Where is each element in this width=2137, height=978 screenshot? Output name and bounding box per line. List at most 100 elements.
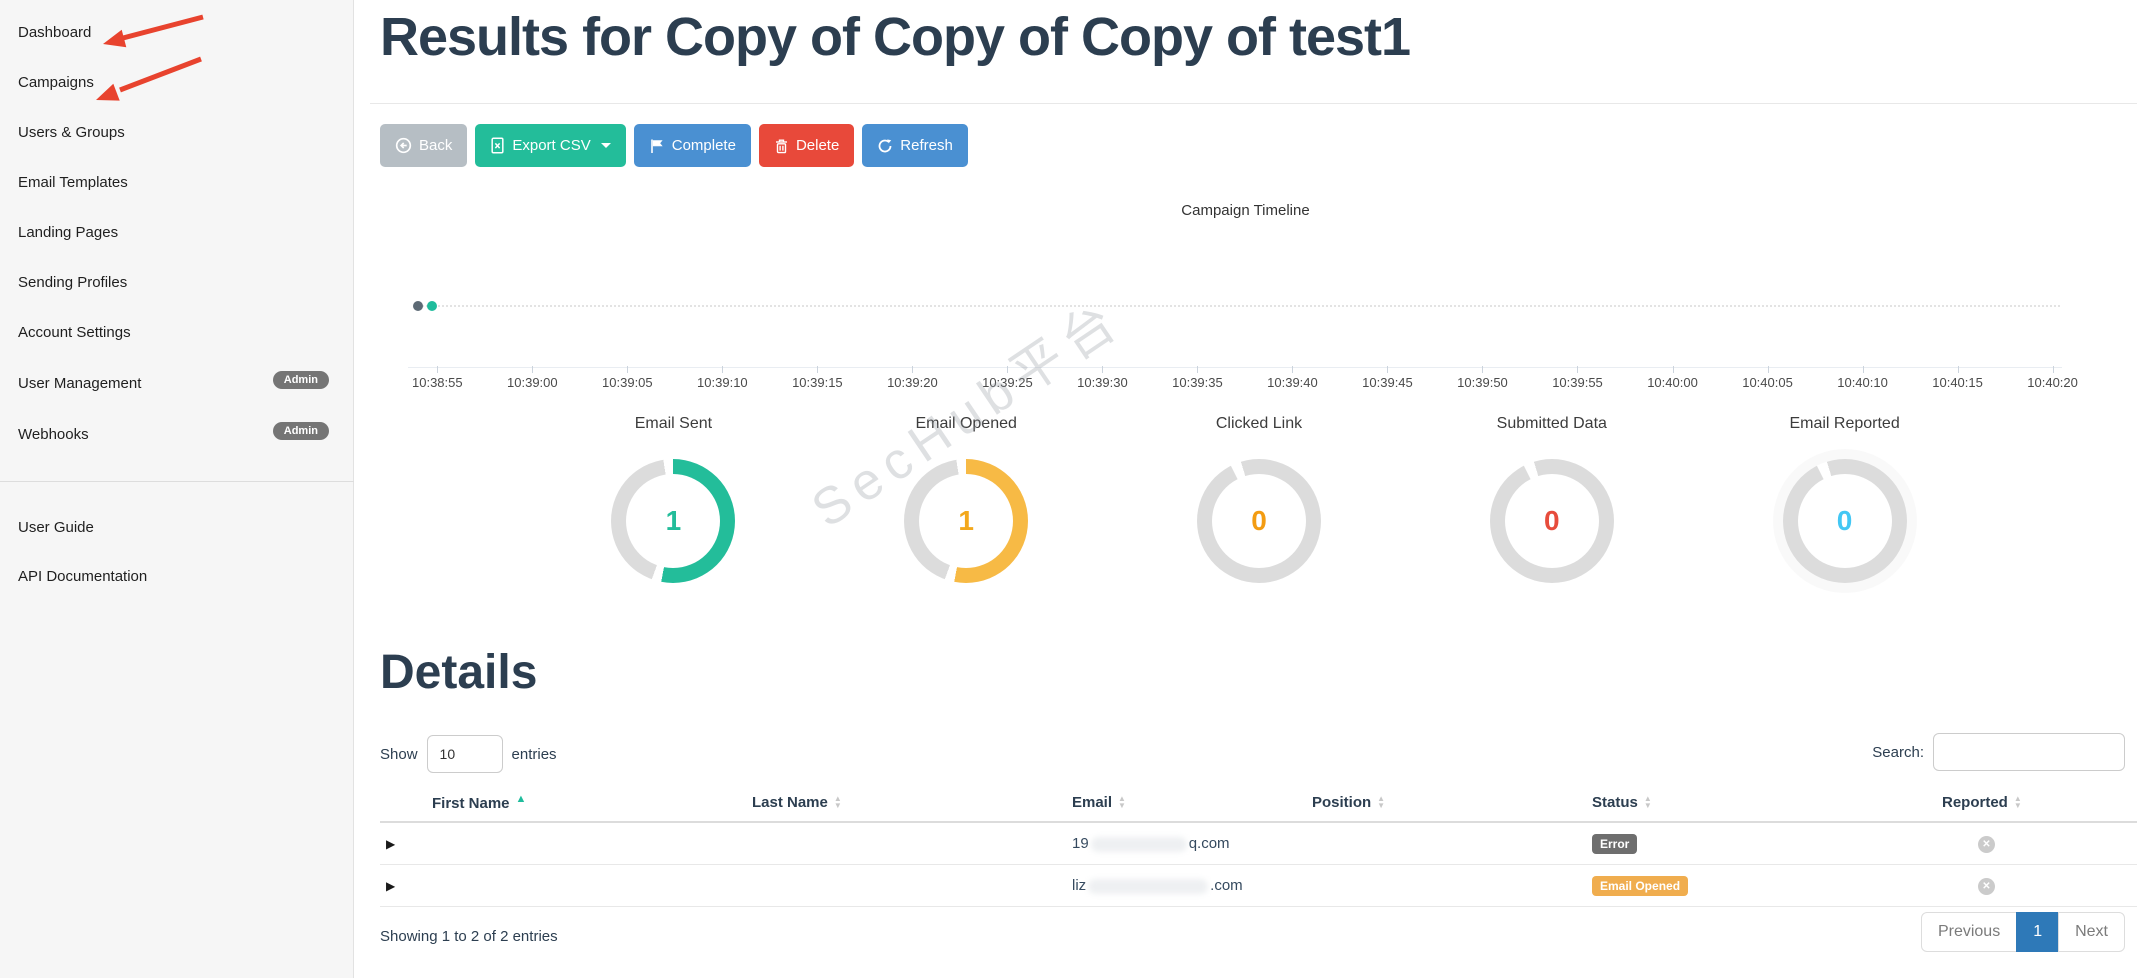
sidebar-item-user-management[interactable]: User Management [18, 375, 142, 392]
stat-submitted-data: Submitted Data 0 [1405, 415, 1698, 583]
axis-tick-label: 10:39:25 [982, 366, 1033, 390]
previous-page-button[interactable]: Previous [1920, 912, 2018, 952]
stat-clicked-link: Clicked Link 0 [1113, 415, 1406, 583]
column-header-status[interactable]: Status ▲ ▼ [1592, 793, 1652, 811]
column-header-position[interactable]: Position ▲ ▼ [1312, 793, 1386, 811]
sidebar: Dashboard Campaigns Users & Groups Email… [0, 0, 354, 978]
next-page-button[interactable]: Next [2058, 912, 2125, 952]
column-header-reported[interactable]: Reported ▲ ▼ [1942, 793, 2022, 811]
sidebar-item-account-settings[interactable]: Account Settings [18, 324, 131, 341]
sidebar-item-email-templates[interactable]: Email Templates [18, 174, 128, 191]
sort-icon: ▲ ▼ [1643, 793, 1652, 810]
status-cell: Error [1580, 833, 1930, 854]
sidebar-item-campaigns[interactable]: Campaigns [18, 74, 94, 91]
search-label: Search: [1872, 743, 1924, 761]
page-1-button[interactable]: 1 [2016, 912, 2060, 952]
axis-tick-label: 10:40:10 [1837, 366, 1888, 390]
table-search: Search: [1872, 733, 2125, 771]
main-content: Results for Copy of Copy of Copy of test… [354, 0, 2137, 978]
status-badge: Error [1592, 833, 1638, 854]
page-length-input[interactable] [426, 735, 503, 773]
toolbar: Back Export CSV Complete [380, 124, 968, 167]
email-reported-donut: 0 [1782, 459, 1907, 583]
redacted-email-segment [1090, 836, 1187, 852]
details-heading: Details [380, 646, 538, 699]
column-header-first-name[interactable]: First Name ▲ [432, 792, 527, 812]
status-cell: Email Opened [1580, 875, 1930, 896]
sidebar-item-user-guide[interactable]: User Guide [18, 519, 94, 536]
delete-button[interactable]: Delete [758, 124, 855, 167]
sidebar-item-api-documentation[interactable]: API Documentation [18, 568, 148, 585]
column-header-last-name[interactable]: Last Name ▲ ▼ [752, 793, 842, 811]
axis-tick-label: 10:39:55 [1552, 366, 1603, 390]
refresh-icon [877, 138, 893, 154]
sort-icon: ▲ ▼ [1118, 793, 1126, 810]
axis-tick-label: 10:40:20 [2027, 366, 2078, 390]
stat-email-opened: Email Opened 1 [820, 415, 1113, 583]
caret-down-icon [600, 143, 611, 148]
table-header-row: First Name ▲ Last Name ▲ ▼ Email ▲ ▼ Position… [380, 783, 2137, 823]
not-reported-icon: ✕ [1978, 836, 1995, 853]
email-cell: liz .com [1072, 877, 1243, 894]
campaign-timeline-chart: Campaign Timeline 10:38:55 10:39:00 10:3… [354, 190, 2137, 405]
pagination: Previous 1 Next [1920, 912, 2125, 952]
sidebar-item-webhooks[interactable]: Webhooks [18, 426, 89, 443]
annotation-red-arrows [96, 14, 204, 101]
redacted-email-segment [1088, 878, 1209, 894]
column-header-email[interactable]: Email ▲ ▼ [1072, 793, 1126, 811]
axis-tick-label: 10:38:55 [412, 366, 463, 390]
show-label: Show [380, 745, 418, 763]
stat-label: Clicked Link [1215, 415, 1303, 432]
export-csv-button[interactable]: Export CSV [475, 124, 626, 167]
sidebar-divider [0, 481, 354, 482]
sort-asc-icon: ▲ [515, 792, 527, 805]
timeline-event-dot-email-sent[interactable] [427, 301, 437, 311]
axis-tick-label: 10:39:20 [887, 366, 938, 390]
axis-tick-label: 10:39:40 [1267, 366, 1318, 390]
expand-row-icon[interactable]: ▶ [386, 837, 396, 851]
axis-tick-label: 10:39:10 [697, 366, 748, 390]
email-cell: 19 q.com [1072, 835, 1230, 852]
expand-row-icon[interactable]: ▶ [386, 879, 396, 893]
sidebar-item-dashboard[interactable]: Dashboard [18, 24, 92, 41]
axis-tick-label: 10:39:05 [602, 366, 653, 390]
admin-badge: Admin [272, 371, 329, 389]
stat-label: Submitted Data [1496, 415, 1607, 432]
search-input[interactable] [1933, 733, 2125, 771]
axis-tick-label: 10:40:00 [1647, 366, 1698, 390]
file-excel-icon [490, 137, 505, 154]
title-divider [370, 103, 2137, 104]
campaign-stats: Email Sent 1 Email Opened 1 Clicked Link… [527, 415, 1991, 583]
email-sent-donut: 1 [611, 459, 736, 583]
not-reported-icon: ✕ [1978, 878, 1995, 895]
timeline-line [418, 305, 2060, 307]
refresh-button[interactable]: Refresh [862, 124, 968, 167]
clicked-link-donut: 0 [1196, 459, 1321, 583]
arrow-circle-left-icon [395, 137, 412, 154]
page-length-control: Show entries [380, 735, 557, 773]
reported-cell: ✕ [1930, 834, 2137, 853]
sort-icon: ▲ ▼ [1377, 793, 1386, 810]
complete-button[interactable]: Complete [633, 124, 751, 167]
sidebar-item-users-groups[interactable]: Users & Groups [18, 124, 125, 141]
sort-icon: ▲ ▼ [833, 793, 842, 810]
trash-icon [774, 138, 789, 154]
axis-tick-label: 10:39:45 [1362, 366, 1413, 390]
admin-badge: Admin [272, 422, 329, 440]
sidebar-item-sending-profiles[interactable]: Sending Profiles [18, 274, 128, 291]
x-axis-labels: 10:38:55 10:39:00 10:39:05 10:39:10 10:3… [412, 366, 2078, 390]
stat-value: 1 [665, 505, 682, 536]
stat-label: Email Opened [915, 415, 1017, 432]
sidebar-item-landing-pages[interactable]: Landing Pages [18, 224, 119, 241]
status-badge: Email Opened [1592, 875, 1689, 896]
stat-email-reported: Email Reported 0 [1698, 415, 1991, 583]
axis-tick-label: 10:39:35 [1172, 366, 1223, 390]
timeline-event-dot-campaign-created[interactable] [413, 301, 423, 311]
submitted-data-donut: 0 [1489, 459, 1614, 583]
entries-summary: Showing 1 to 2 of 2 entries [380, 928, 558, 945]
back-button[interactable]: Back [380, 124, 468, 167]
stat-value: 0 [1836, 505, 1853, 536]
axis-tick-label: 10:39:50 [1457, 366, 1508, 390]
chart-title: Campaign Timeline [1181, 202, 1310, 219]
